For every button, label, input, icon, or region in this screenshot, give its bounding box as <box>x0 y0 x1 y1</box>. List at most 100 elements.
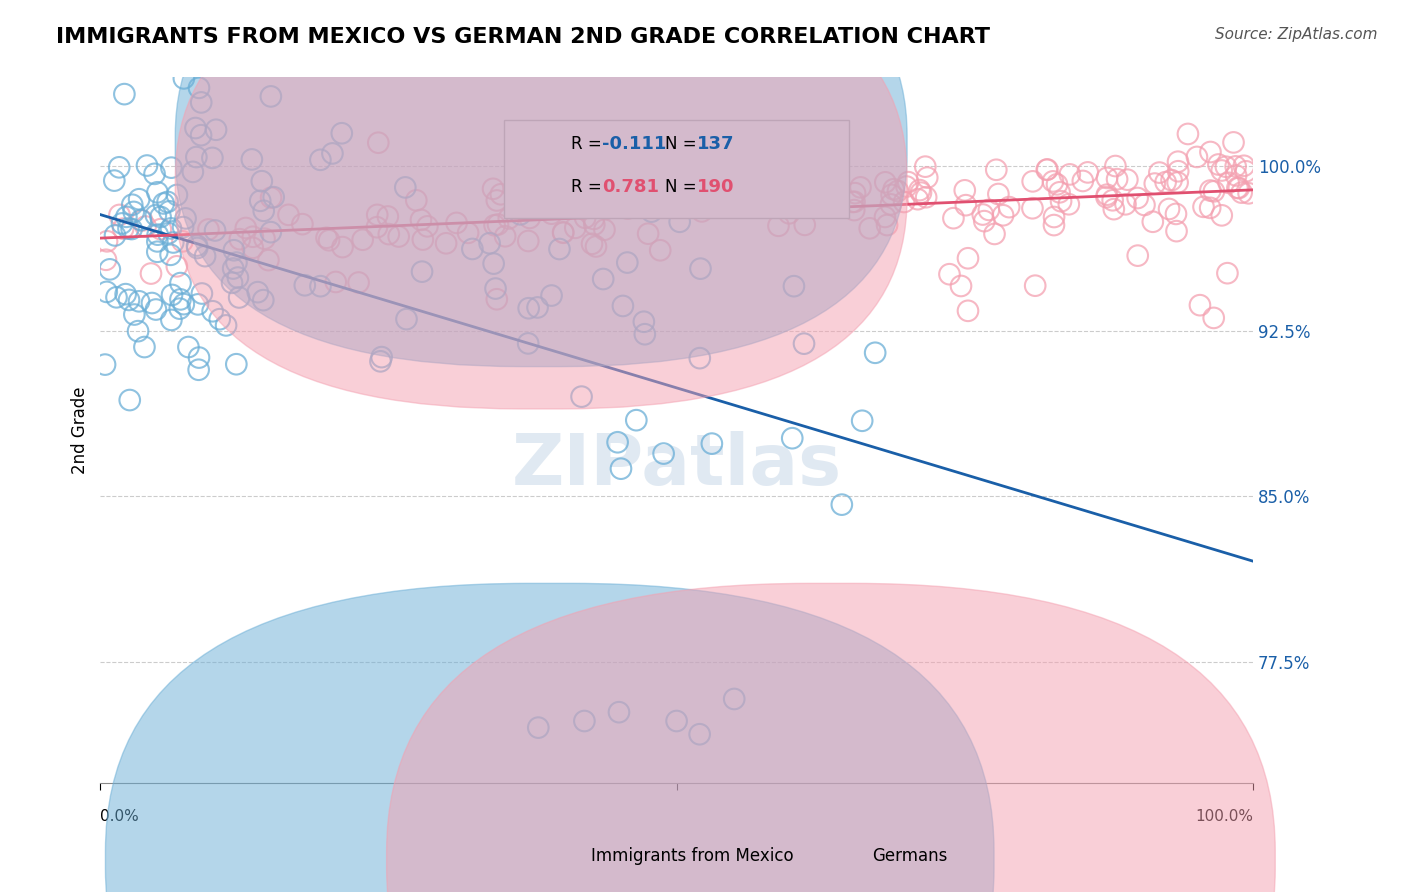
Point <box>647 194 669 208</box>
Point <box>294 278 316 293</box>
Point <box>1202 310 1225 325</box>
Point <box>291 217 314 231</box>
Point <box>446 216 468 230</box>
Point <box>754 191 776 205</box>
Point <box>844 186 866 201</box>
Point <box>118 392 141 407</box>
Point <box>225 357 247 371</box>
Point <box>184 121 207 136</box>
Point <box>793 218 815 232</box>
Point <box>1102 202 1125 216</box>
Point <box>370 354 392 368</box>
Point <box>1233 159 1256 173</box>
Text: 0.781: 0.781 <box>602 178 658 195</box>
Point <box>249 194 271 208</box>
Point <box>581 236 603 251</box>
Point <box>118 293 141 307</box>
Point <box>191 286 214 301</box>
Point <box>129 213 152 227</box>
Point <box>482 182 505 196</box>
Point <box>136 159 159 173</box>
Point <box>478 236 501 251</box>
Point <box>187 363 209 377</box>
Point <box>489 187 512 202</box>
Point <box>188 351 211 365</box>
Point <box>1077 165 1099 179</box>
Point <box>1021 201 1043 215</box>
Point <box>540 288 562 302</box>
Point <box>551 225 574 239</box>
Point <box>122 205 145 219</box>
Point <box>205 122 228 136</box>
Point <box>950 279 973 293</box>
Point <box>893 194 915 209</box>
Point <box>169 301 191 316</box>
Point <box>517 336 540 351</box>
Point <box>610 461 633 475</box>
Point <box>111 216 134 230</box>
Point <box>377 210 399 224</box>
Point <box>412 233 434 247</box>
FancyBboxPatch shape <box>176 0 907 409</box>
Point <box>536 186 558 200</box>
Point <box>1133 198 1156 212</box>
Point <box>1222 136 1244 150</box>
Point <box>955 198 977 212</box>
Point <box>309 153 332 167</box>
Point <box>139 267 162 281</box>
Point <box>263 190 285 204</box>
Point <box>880 197 903 211</box>
Point <box>1208 157 1230 171</box>
Point <box>159 248 181 262</box>
Text: 100.0%: 100.0% <box>1195 809 1253 824</box>
Point <box>793 336 815 351</box>
Point <box>370 350 392 364</box>
Point <box>657 170 679 185</box>
Point <box>972 207 994 221</box>
Point <box>160 161 183 175</box>
Point <box>124 308 146 322</box>
Point <box>187 297 209 311</box>
Point <box>634 194 657 209</box>
Point <box>1167 154 1189 169</box>
Point <box>778 206 800 220</box>
Point <box>190 95 212 110</box>
Point <box>953 183 976 197</box>
Point <box>405 194 427 208</box>
Point <box>1199 145 1222 159</box>
Point <box>977 202 1000 217</box>
Point <box>1215 160 1237 174</box>
Point <box>159 204 181 219</box>
Point <box>215 318 238 333</box>
Point <box>181 165 204 179</box>
Point <box>252 293 274 307</box>
Point <box>1042 174 1064 188</box>
Point <box>633 315 655 329</box>
Point <box>228 290 250 304</box>
Point <box>434 236 457 251</box>
Point <box>676 192 699 206</box>
Point <box>574 714 596 728</box>
Text: N =: N = <box>665 178 702 195</box>
Point <box>1192 200 1215 214</box>
Point <box>780 431 803 445</box>
Point <box>242 229 264 244</box>
Point <box>1216 266 1239 280</box>
Point <box>461 242 484 256</box>
Point <box>859 221 882 235</box>
Point <box>1049 186 1071 200</box>
Point <box>956 252 979 266</box>
Text: 190: 190 <box>697 178 735 195</box>
Point <box>378 227 401 241</box>
Point <box>222 244 245 258</box>
Point <box>786 196 808 211</box>
Point <box>1218 176 1240 190</box>
Point <box>553 226 575 240</box>
Point <box>157 226 180 240</box>
Point <box>143 167 166 181</box>
Point <box>700 436 723 450</box>
Point <box>190 128 212 143</box>
Point <box>796 178 818 193</box>
Point <box>637 227 659 241</box>
Point <box>226 270 249 285</box>
